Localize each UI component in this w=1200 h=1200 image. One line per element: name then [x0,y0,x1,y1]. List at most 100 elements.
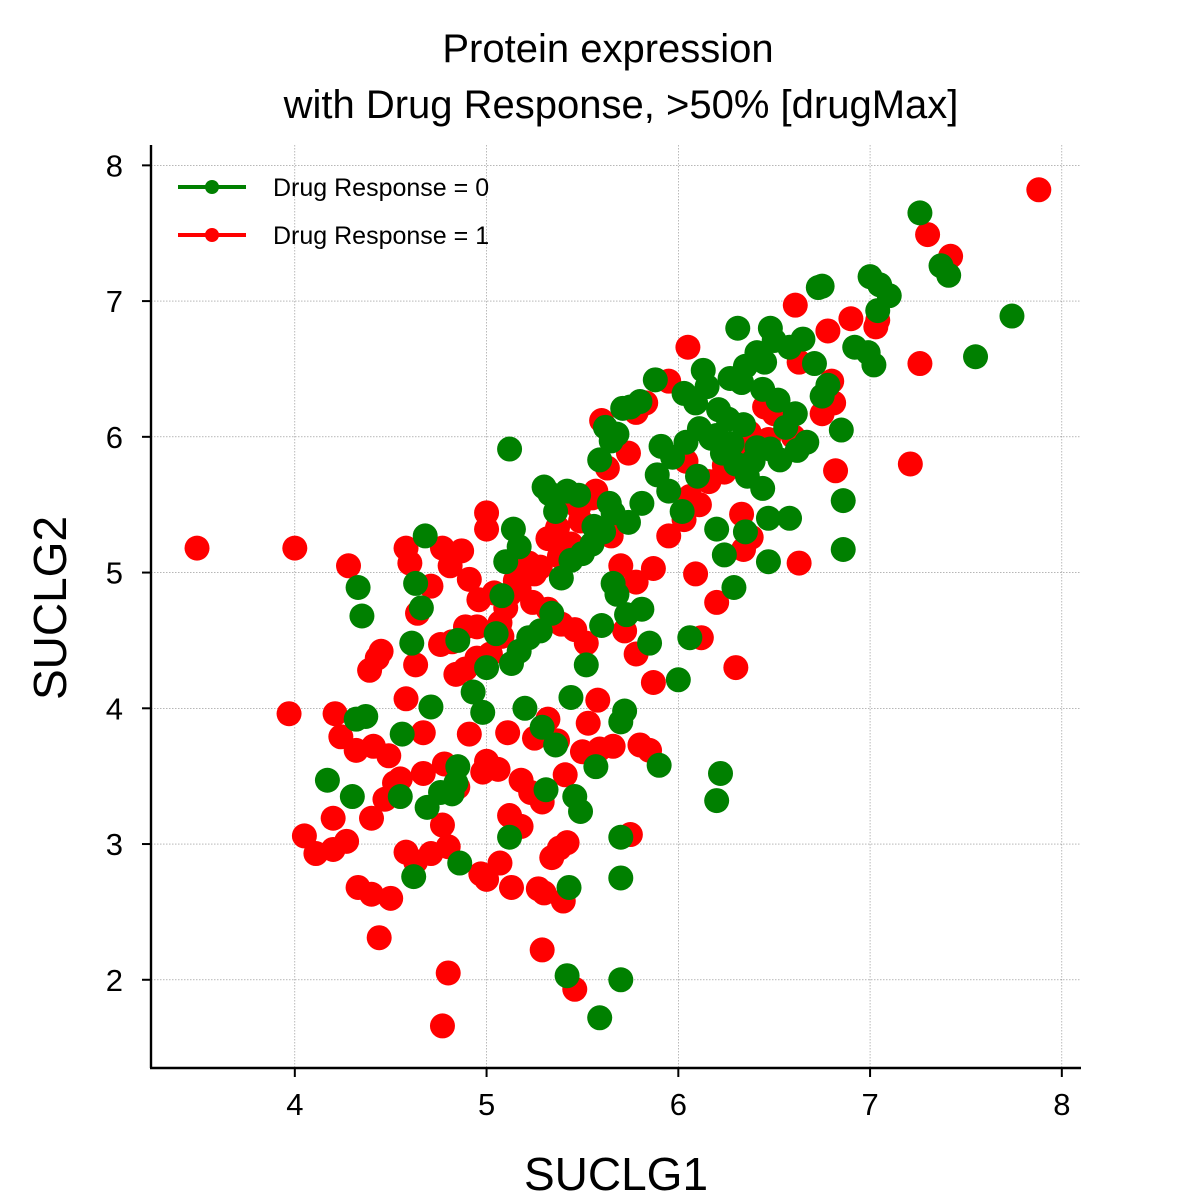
scatter-point-series-0 [828,417,854,443]
scatter-point-series-1 [410,760,436,786]
scatter-point-series-0 [610,395,636,421]
scatter-point-series-0 [723,451,749,477]
chart-title-line-1: Protein expression [442,27,773,71]
scatter-point-series-1 [704,589,730,615]
scatter-point-series-0 [539,600,565,626]
scatter-point-series-0 [669,498,695,524]
scatter-point-series-0 [537,481,563,507]
scatter-point-series-0 [493,549,519,575]
scatter-point-series-0 [401,864,427,890]
scatter-point-series-0 [704,516,730,542]
scatter-point-series-0 [704,422,730,448]
scatter-point-series-1 [552,762,578,788]
scatter-point-series-0 [612,698,638,724]
scatter-point-series-1 [359,881,385,907]
scatter-point-series-0 [648,433,674,459]
scatter-point-series-1 [575,710,601,736]
axis-ticks: 4 5 6 7 8 2 3 4 5 6 7 8 [106,148,1071,1122]
scatter-point-series-0 [907,200,933,226]
scatter-point-series-0 [725,315,751,341]
scatter-point-series-0 [684,463,710,489]
scatter-point-series-1 [320,805,346,831]
scatter-point-series-1 [495,720,521,746]
scatter-point-series-0 [589,613,615,639]
scatter-point-series-0 [646,752,672,778]
data-points [184,177,1052,1039]
scatter-point-series-0 [497,436,523,462]
scatter-point-series-1 [456,721,482,747]
scatter-point-series-0 [543,732,569,758]
scatter-point-series-1 [1026,177,1052,203]
chart-title-line-2: with Drug Response, >50% [drugMax] [283,83,959,127]
y-tick-label: 8 [106,148,123,183]
scatter-point-series-0 [403,570,429,596]
scatter-point-series-1 [907,351,933,377]
y-tick-label: 3 [106,827,123,862]
scatter-point-series-1 [474,748,500,774]
scatter-point-series-0 [755,505,781,531]
scatter-point-series-0 [445,627,471,653]
scatter-point-series-1 [443,661,469,687]
scatter-point-series-1 [334,828,360,854]
scatter-point-series-0 [608,824,634,850]
scatter-point-series-0 [408,595,434,621]
scatter-point-series-1 [675,334,701,360]
scatter-point-series-0 [604,581,630,607]
scatter-point-series-0 [794,429,820,455]
scatter-point-series-0 [671,380,697,406]
scatter-point-series-0 [600,500,626,526]
scatter-point-series-0 [587,1005,613,1031]
y-axis-label: SUCLG2 [24,516,76,700]
scatter-point-series-0 [474,655,500,681]
scatter-point-series-0 [498,651,524,677]
scatter-point-series-1 [640,670,666,696]
scatter-point-series-0 [614,602,640,628]
scatter-point-series-0 [592,414,618,440]
scatter-point-series-0 [805,275,831,301]
scatter-point-series-1 [723,655,749,681]
scatter-point-series-1 [529,937,555,963]
scatter-point-series-0 [497,824,523,850]
scatter-point-series-1 [435,960,461,986]
scatter-point-series-0 [512,695,538,721]
scatter-point-series-0 [777,505,803,531]
x-tick-label: 4 [286,1087,303,1122]
scatter-point-series-1 [683,561,709,587]
scatter-point-series-0 [583,754,609,780]
scatter-point-series-0 [999,303,1025,329]
scatter-point-series-0 [761,327,787,353]
scatter-point-series-1 [429,812,455,838]
scatter-point-series-0 [665,667,691,693]
scatter-point-series-1 [520,589,546,615]
scatter-point-series-0 [533,777,559,803]
y-tick-label: 5 [106,556,123,591]
scatter-point-series-1 [276,701,302,727]
scatter-point-series-1 [291,823,317,849]
scatter-point-series-0 [729,370,755,396]
scatter-point-series-1 [497,803,523,829]
scatter-point-series-1 [554,830,580,856]
scatter-point-series-0 [708,760,734,786]
scatter-point-series-0 [418,694,444,720]
x-tick-label: 6 [670,1087,687,1122]
scatter-point-series-0 [389,721,415,747]
scatter-point-series-1 [656,523,682,549]
scatter-point-series-1 [359,805,385,831]
scatter-point-series-1 [640,555,666,581]
legend-label-series-1: Drug Response = 1 [273,222,489,250]
scatter-point-series-0 [801,351,827,377]
scatter-point-series-0 [642,367,668,393]
scatter-point-series-1 [815,318,841,344]
scatter-point-series-0 [755,549,781,575]
scatter-point-series-0 [608,865,634,891]
y-tick-label: 2 [106,963,123,998]
scatter-point-series-0 [637,630,663,656]
scatter-point-series-0 [809,383,835,409]
scatter-point-series-0 [339,784,365,810]
scatter-point-series-0 [732,519,758,545]
scatter-point-series-0 [690,357,716,383]
scatter-point-series-1 [786,550,812,576]
scatter-point-series-0 [830,488,856,514]
scatter-point-series-0 [861,352,887,378]
scatter-point-series-0 [711,542,737,568]
